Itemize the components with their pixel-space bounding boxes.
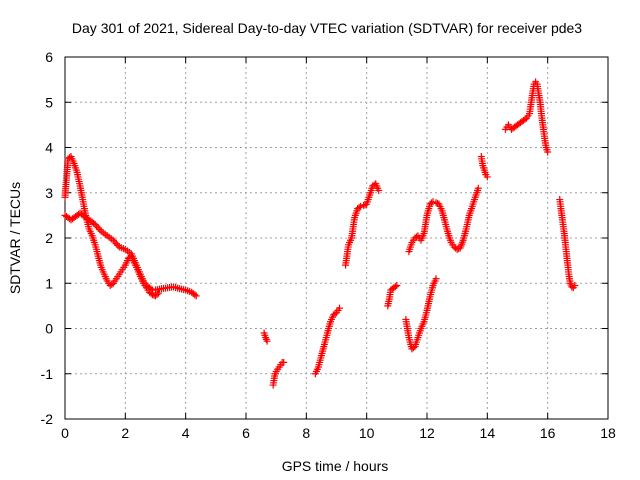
series-track-c	[260, 329, 271, 345]
grid-lines	[65, 57, 608, 419]
y-tick-label: 4	[45, 140, 53, 156]
series-track-f	[342, 180, 383, 269]
data-point	[112, 240, 120, 248]
data-point	[571, 282, 579, 290]
series-track-g	[384, 282, 401, 310]
series-track-i	[405, 184, 482, 256]
chart-title: Day 301 of 2021, Sidereal Day-to-day VTE…	[72, 20, 582, 36]
y-tick-label: 0	[45, 321, 53, 337]
y-tick-label: 3	[45, 185, 53, 201]
series-track-j	[477, 153, 491, 181]
series-track-e	[311, 304, 344, 378]
data-point	[412, 233, 420, 241]
data-point	[263, 337, 271, 345]
data-point	[483, 173, 491, 181]
data-point	[568, 283, 576, 291]
data-point	[521, 115, 529, 123]
x-tick-label: 4	[182, 425, 190, 441]
data-point	[429, 198, 437, 206]
data-point	[114, 241, 122, 249]
x-tick-label: 6	[242, 425, 250, 441]
data-point	[393, 282, 401, 290]
y-tick-label: -1	[41, 366, 54, 382]
y-tick-label: 6	[45, 49, 53, 65]
y-tick-label: 2	[45, 230, 53, 246]
data-point	[94, 224, 102, 232]
data-point	[150, 291, 158, 299]
data-marks	[61, 78, 579, 389]
data-point	[432, 275, 440, 283]
data-point	[108, 280, 116, 288]
data-point	[391, 283, 399, 291]
series-track-k	[501, 78, 552, 156]
series-track-l	[556, 196, 579, 292]
series-track-d	[269, 358, 288, 389]
data-point	[91, 220, 99, 228]
series-track-b	[61, 209, 200, 300]
data-point	[360, 201, 368, 209]
data-point	[111, 238, 119, 246]
data-point	[453, 245, 461, 253]
data-point	[355, 203, 363, 211]
x-tick-label: 2	[121, 425, 129, 441]
y-tick-label: 1	[45, 275, 53, 291]
y-tick-label: -2	[41, 411, 54, 427]
x-tick-label: 18	[600, 425, 616, 441]
y-tick-label: 5	[45, 94, 53, 110]
data-point	[192, 292, 200, 300]
y-axis-label: SDTVAR / TECUs	[7, 182, 23, 294]
data-point	[109, 236, 117, 244]
data-point	[336, 304, 344, 312]
data-point	[432, 199, 440, 207]
data-point	[155, 289, 163, 297]
data-point	[96, 226, 104, 234]
data-point	[191, 291, 199, 299]
data-point	[280, 358, 288, 366]
x-tick-label: 0	[61, 425, 69, 441]
data-point	[474, 184, 482, 192]
series-track-h	[402, 275, 440, 353]
x-tick-label: 16	[540, 425, 556, 441]
data-point	[93, 222, 101, 230]
x-tick-label: 8	[302, 425, 310, 441]
x-tick-label: 14	[480, 425, 496, 441]
data-point	[375, 186, 383, 194]
data-point	[331, 310, 339, 318]
data-point	[544, 148, 552, 156]
x-tick-label: 10	[359, 425, 375, 441]
x-axis-label: GPS time / hours	[282, 458, 389, 474]
data-point	[147, 285, 155, 293]
x-tick-label: 12	[419, 425, 435, 441]
data-point	[357, 202, 365, 210]
